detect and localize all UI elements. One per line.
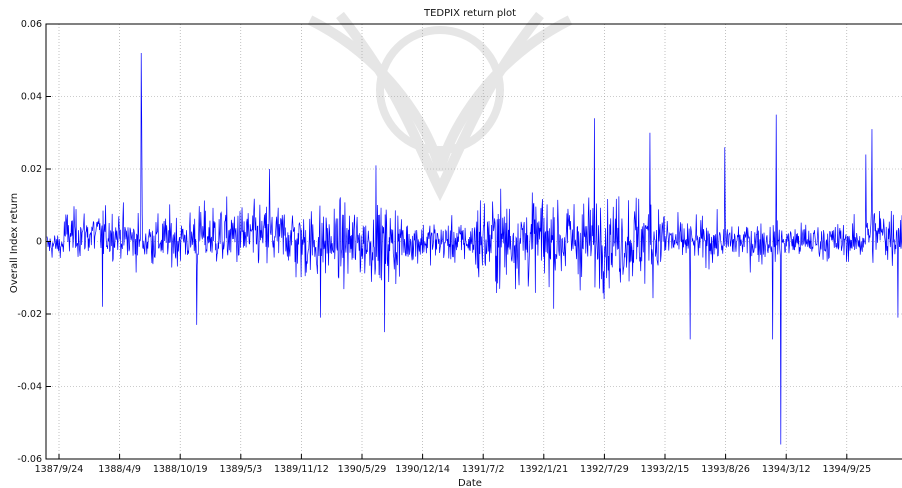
x-tick-label: 1387/9/24 [35, 464, 84, 475]
x-tick-label: 1394/9/25 [822, 464, 871, 475]
y-tick-label: 0.06 [21, 19, 42, 30]
return-series-line [46, 52, 902, 445]
x-tick-label: 1389/5/3 [219, 464, 262, 475]
y-tick-label: -0.04 [17, 382, 42, 393]
x-axis-title: Date [458, 478, 482, 488]
watermark-emblem [307, 11, 573, 202]
x-tick-label: 1388/4/9 [98, 464, 141, 475]
y-tick-label: 0 [36, 237, 42, 248]
series-layer [46, 52, 902, 445]
y-tick-label: -0.06 [17, 454, 42, 465]
chart-title: TEDPIX return plot [423, 8, 516, 19]
x-tick-label: 1394/3/12 [762, 464, 811, 475]
x-tick-label: 1388/10/19 [153, 464, 208, 475]
y-tick-label: 0.04 [21, 92, 42, 103]
x-tick-label: 1392/7/29 [580, 464, 629, 475]
x-tick-label: 1392/1/21 [519, 464, 568, 475]
x-tick-label: 1389/11/12 [274, 464, 329, 475]
y-tick-label: -0.02 [17, 309, 42, 320]
x-tick-label: 1390/12/14 [395, 464, 450, 475]
x-tick-label: 1391/7/2 [462, 464, 505, 475]
y-axis-title: Overall Index return [9, 193, 20, 293]
x-tick-label: 1393/8/26 [701, 464, 750, 475]
x-tick-label: 1393/2/15 [641, 464, 690, 475]
y-tick-label: 0.02 [21, 164, 42, 175]
x-tick-label: 1390/5/29 [338, 464, 387, 475]
